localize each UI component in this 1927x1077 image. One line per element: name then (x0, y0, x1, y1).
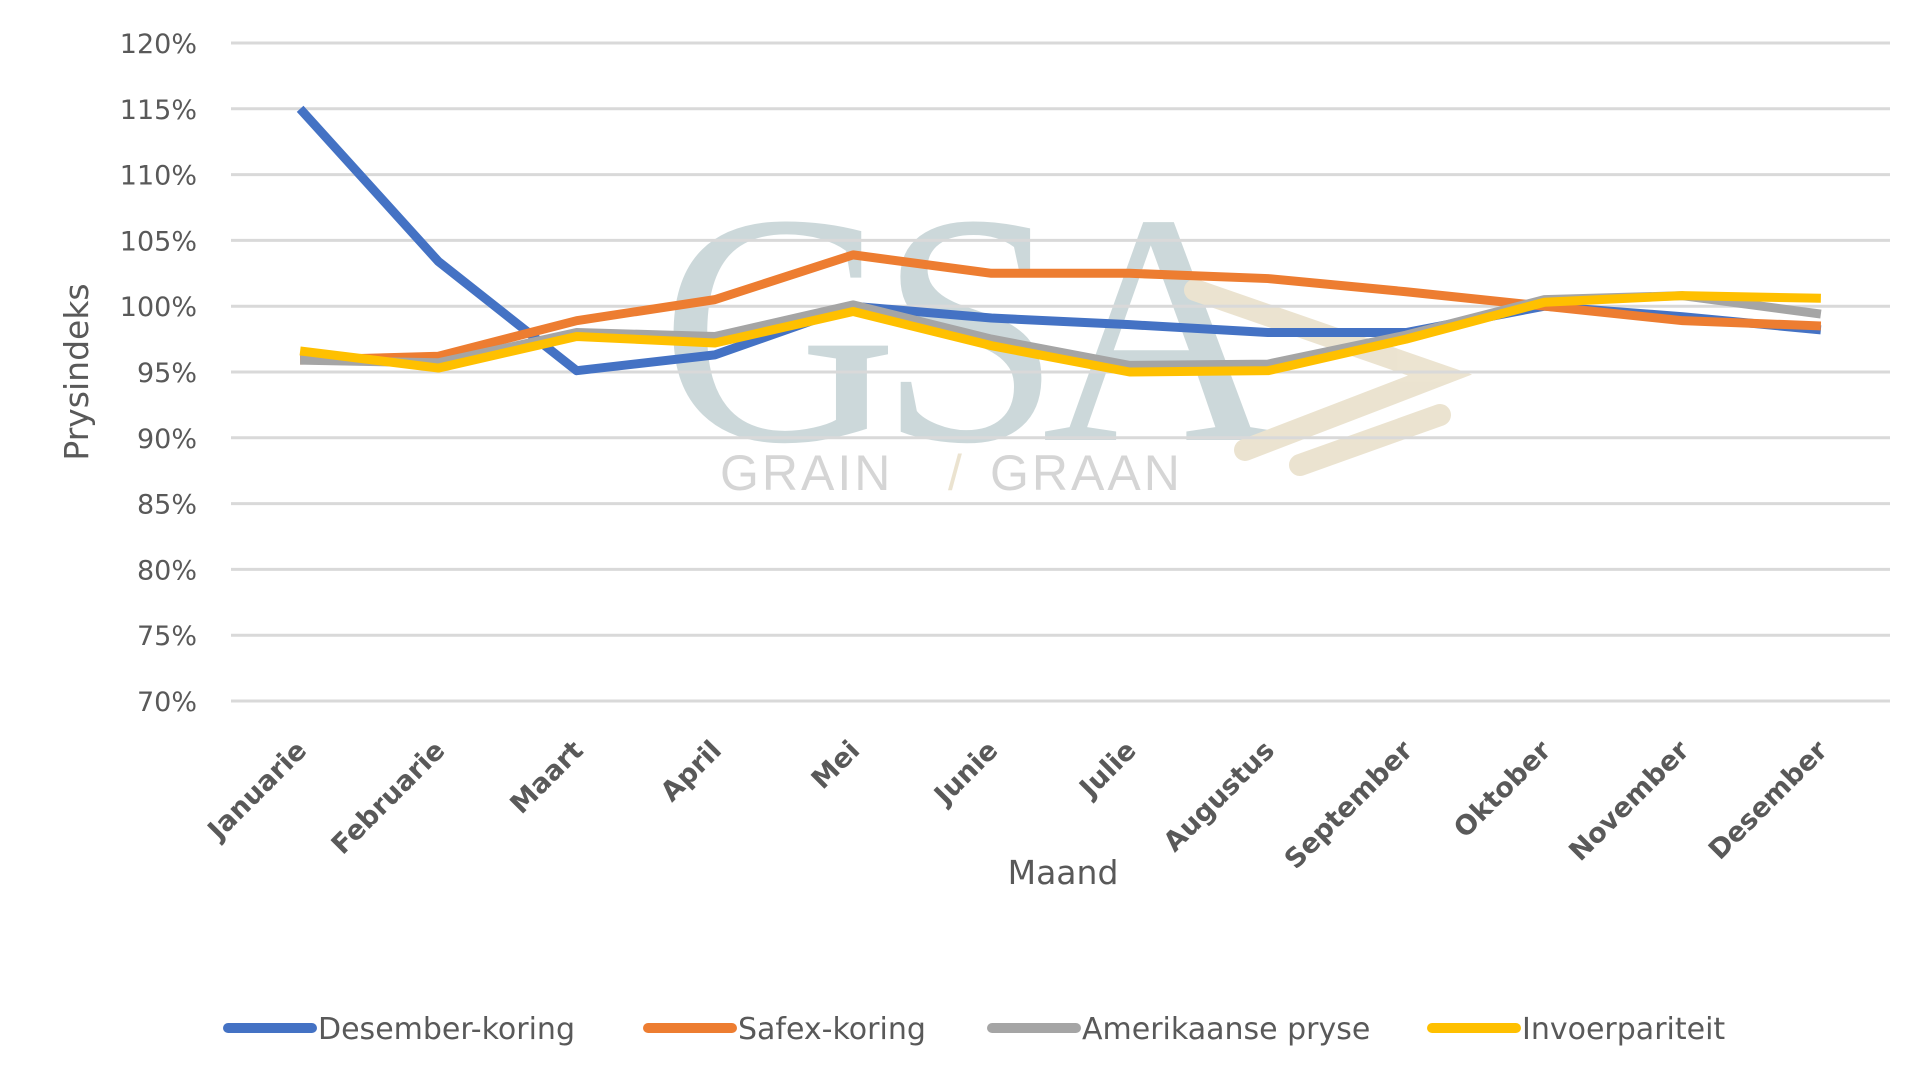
x-tick-label: November (1563, 735, 1696, 868)
x-tick-label: September (1279, 735, 1420, 876)
y-tick-label: 100% (120, 292, 197, 323)
y-tick-label: 105% (120, 226, 197, 257)
y-tick-label: 110% (120, 161, 197, 192)
y-tick-label: 70% (137, 687, 197, 718)
legend-label: Invoerpariteit (1522, 1012, 1725, 1047)
legend-item: Amerikaanse pryse (987, 1012, 1370, 1047)
series-line-invoerpariteit (299, 291, 1821, 377)
y-axis-title: Prysindeks (57, 283, 96, 460)
x-tick-label: Julie (1073, 735, 1143, 805)
y-tick-label: 95% (137, 358, 197, 389)
y-tick-label: 75% (137, 621, 197, 652)
x-tick-label: Augustus (1158, 735, 1281, 858)
y-tick-label: 115% (120, 95, 197, 126)
x-axis-title: Maand (1008, 853, 1119, 892)
x-tick-label: Januarie (201, 735, 313, 847)
series-line-safex-koring (299, 250, 1822, 365)
legend: Desember-koring Safex-koring Amerikaanse p… (223, 1012, 1725, 1047)
x-tick-label: April (655, 735, 728, 808)
svg-text:GRAIN: GRAIN (720, 445, 893, 501)
legend-label: Amerikaanse pryse (1082, 1012, 1370, 1047)
x-tick-label: Mei (806, 735, 866, 795)
y-tick-label: 85% (137, 490, 197, 521)
x-tick-label: Oktober (1448, 735, 1558, 845)
legend-item: Safex-koring (643, 1012, 926, 1047)
svg-text:/: / (948, 445, 962, 501)
svg-text:GRAAN: GRAAN (990, 445, 1183, 501)
y-tick-label: 120% (120, 29, 197, 60)
y-tick-label: 80% (137, 555, 197, 586)
legend-item: Desember-koring (223, 1012, 575, 1047)
x-tick-label: Desember (1703, 735, 1834, 866)
x-tick-label: Februarie (326, 735, 452, 861)
legend-label: Safex-koring (738, 1012, 926, 1047)
legend-label: Desember-koring (318, 1012, 575, 1047)
x-tick-label: Junie (927, 735, 1004, 812)
x-tick-label: Maart (504, 735, 589, 820)
legend-item: Invoerpariteit (1427, 1012, 1725, 1047)
y-tick-label: 90% (137, 424, 197, 455)
